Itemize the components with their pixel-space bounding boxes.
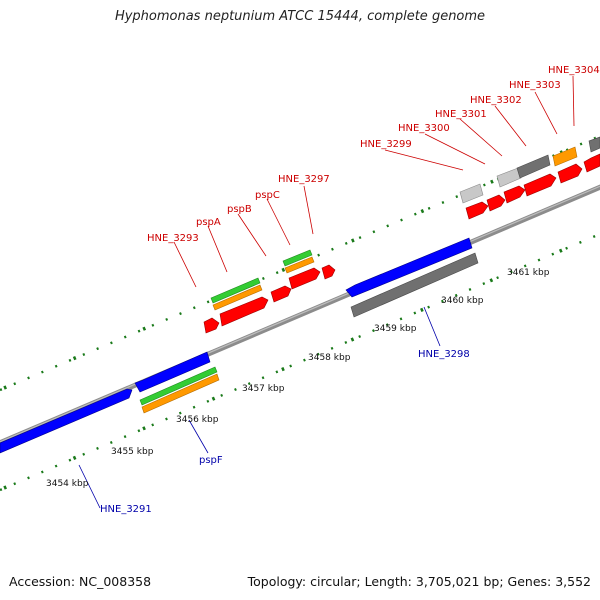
- forward-gene-labels: HNE_3293 pspA pspB pspC HNE_3297 HNE_329…: [147, 65, 600, 244]
- feature-lightgray-3300: [496, 167, 522, 188]
- scale-labels: 3454 kbp 3455 kbp 3456 kbp 3457 kbp 3458…: [46, 268, 550, 489]
- scale-label: 3458 kbp: [308, 353, 351, 363]
- gene-pspf[interactable]: [134, 351, 211, 393]
- forward-genes: [203, 136, 600, 334]
- gene-label[interactable]: HNE_3299: [360, 139, 412, 150]
- gene-hne-3298[interactable]: [345, 237, 473, 298]
- gene-pspb[interactable]: [270, 285, 292, 303]
- gene-hne-3302[interactable]: [523, 173, 557, 197]
- gene-label[interactable]: HNE_3291: [100, 504, 152, 515]
- scale-label: 3454 kbp: [46, 479, 89, 489]
- feature-gray-3304: [588, 136, 600, 153]
- accession-label: Accession: NC_008358: [9, 574, 152, 589]
- reverse-genes: [0, 237, 479, 454]
- gene-label[interactable]: HNE_3303: [509, 80, 561, 91]
- feature-gray-3298: [350, 252, 479, 318]
- scale-label: 3457 kbp: [242, 384, 285, 394]
- scale-label: 3460 kbp: [441, 296, 484, 306]
- gene-hne-3300[interactable]: [486, 194, 506, 212]
- reverse-gene-labels: HNE_3291 pspF HNE_3298: [100, 349, 470, 515]
- feature-orange-psp-lower: [141, 373, 220, 414]
- feature-orange-3303: [552, 146, 578, 167]
- gene-label[interactable]: pspF: [199, 455, 223, 466]
- scale-label: 3459 kbp: [374, 324, 417, 334]
- gene-hne-3299[interactable]: [465, 201, 489, 220]
- feature-orange-pspc: [284, 256, 315, 274]
- gene-hne-3293[interactable]: [203, 317, 220, 334]
- gene-hne-3303[interactable]: [557, 163, 583, 184]
- gene-hne-3291[interactable]: [0, 388, 133, 454]
- gene-label[interactable]: HNE_3300: [398, 123, 450, 134]
- gene-label[interactable]: HNE_3301: [435, 109, 487, 120]
- feature-gray-3302: [516, 154, 551, 179]
- gene-label[interactable]: pspB: [227, 204, 252, 215]
- map-title: Hyphomonas neptunium ATCC 15444, complet…: [114, 9, 486, 24]
- gene-pspa[interactable]: [219, 296, 269, 327]
- genome-summary: Topology: circular; Length: 3,705,021 bp…: [247, 574, 591, 589]
- gene-hne-3297[interactable]: [321, 264, 336, 280]
- gene-label[interactable]: pspC: [255, 190, 280, 201]
- feature-green-pspc: [282, 249, 313, 267]
- gene-label[interactable]: HNE_3297: [278, 174, 330, 185]
- gene-hne-3301[interactable]: [503, 185, 526, 204]
- gene-label[interactable]: HNE_3304: [548, 65, 600, 76]
- feature-lightgray-3299: [459, 183, 484, 204]
- gene-hne-3304[interactable]: [583, 153, 600, 173]
- gene-label[interactable]: pspA: [196, 217, 221, 228]
- gene-pspc[interactable]: [288, 267, 321, 290]
- feature-green-psp-lower: [139, 366, 218, 406]
- scale-label: 3456 kbp: [176, 415, 219, 425]
- gene-label[interactable]: HNE_3293: [147, 233, 199, 244]
- gene-label[interactable]: HNE_3298: [418, 349, 470, 360]
- scale-label: 3455 kbp: [111, 447, 154, 457]
- gene-label[interactable]: HNE_3302: [470, 95, 522, 106]
- scale-label: 3461 kbp: [507, 268, 550, 278]
- feature-green-psp-upper: [210, 277, 261, 304]
- feature-orange-psp-upper: [212, 284, 263, 311]
- label-leaders: [78, 75, 575, 509]
